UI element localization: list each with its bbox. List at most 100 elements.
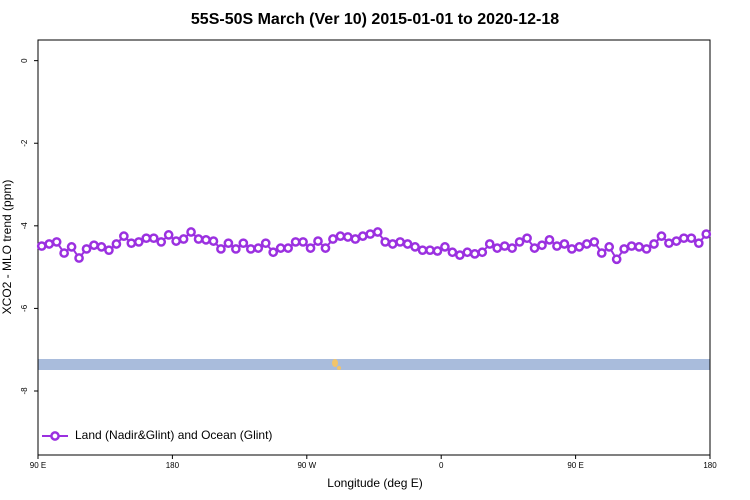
data-point [119, 231, 129, 241]
data-point [701, 229, 712, 239]
data-point [372, 227, 383, 237]
x-tick-label: 90 E [30, 461, 46, 470]
data-point [335, 231, 346, 241]
data-point [148, 233, 159, 244]
x-tick-label: 180 [703, 461, 717, 470]
data-point [350, 234, 361, 244]
data-point [671, 236, 682, 246]
data-point [223, 238, 234, 249]
mask-spot [332, 359, 338, 367]
data-point [626, 241, 637, 251]
data-point [522, 233, 532, 244]
data-point [231, 244, 241, 254]
data-point [171, 236, 181, 246]
data-point [66, 242, 77, 252]
data-point [343, 232, 353, 242]
data-point [559, 239, 570, 249]
data-point [507, 243, 517, 253]
y-tick-label: -8 [20, 387, 29, 395]
data-point [664, 238, 674, 249]
data-point [268, 247, 279, 258]
x-tick-label: 90 E [567, 461, 583, 470]
data-point [156, 237, 167, 247]
data-point [141, 233, 152, 244]
data-point [245, 244, 256, 254]
data-point [529, 243, 540, 253]
data-point [365, 229, 376, 239]
data-point [447, 247, 458, 258]
data-point [275, 243, 286, 253]
data-point [44, 239, 55, 249]
data-point [126, 238, 137, 249]
data-point [395, 237, 405, 247]
data-point [634, 242, 644, 252]
data-point [201, 235, 211, 245]
data-point [283, 243, 293, 253]
data-point [74, 253, 84, 263]
data-point [693, 238, 704, 249]
data-point [425, 245, 435, 256]
data-point [313, 236, 323, 246]
data-point [567, 244, 577, 254]
data-point [552, 241, 562, 251]
data-point [81, 244, 92, 254]
data-point [596, 248, 607, 258]
data-point [410, 242, 420, 252]
data-point [163, 230, 174, 240]
data-point [193, 234, 204, 244]
data-point [260, 238, 271, 249]
data-point [619, 244, 629, 254]
data-point [186, 227, 196, 237]
y-tick-label: -4 [20, 222, 29, 230]
legend-label: Land (Nadir&Glint) and Ocean (Glint) [75, 428, 272, 442]
data-point [649, 239, 659, 249]
data-point [104, 245, 114, 256]
data-point [357, 231, 368, 241]
data-point [253, 243, 264, 253]
data-point [320, 243, 331, 253]
mask-spot [337, 366, 341, 370]
data-point [328, 234, 338, 244]
data-point [387, 239, 398, 249]
mask-band [38, 359, 710, 370]
data-point [492, 243, 503, 253]
data-point [111, 239, 122, 249]
data-point [432, 246, 443, 256]
data-point [499, 241, 510, 251]
data-point [216, 244, 226, 254]
data-point [604, 242, 615, 252]
data-point [36, 241, 47, 251]
data-point [686, 233, 697, 244]
y-tick-label: -2 [20, 139, 29, 147]
data-point [208, 236, 219, 246]
data-point [440, 242, 450, 252]
data-point [238, 238, 249, 249]
data-point [96, 242, 107, 252]
data-point [537, 240, 547, 251]
data-point [679, 233, 689, 244]
data-point [641, 244, 652, 254]
data-point [462, 247, 473, 258]
chart-title: 55S-50S March (Ver 10) 2015-01-01 to 202… [191, 11, 559, 28]
data-point [59, 248, 69, 258]
data-point [611, 254, 622, 265]
y-tick-label: 0 [20, 58, 29, 63]
data-point [298, 237, 308, 247]
data-point [290, 237, 301, 247]
data-point [514, 237, 525, 247]
data-point [178, 234, 189, 244]
legend-marker [50, 431, 60, 441]
data-point [589, 237, 600, 247]
x-axis-label: Longitude (deg E) [327, 476, 422, 490]
data-point [380, 237, 391, 247]
data-point [581, 239, 592, 249]
x-tick-label: 180 [166, 461, 180, 470]
data-point [574, 242, 585, 252]
data-point [305, 243, 316, 253]
data-point [484, 239, 495, 249]
data-point [544, 235, 555, 245]
data-point [133, 237, 144, 247]
data-point [417, 245, 428, 256]
